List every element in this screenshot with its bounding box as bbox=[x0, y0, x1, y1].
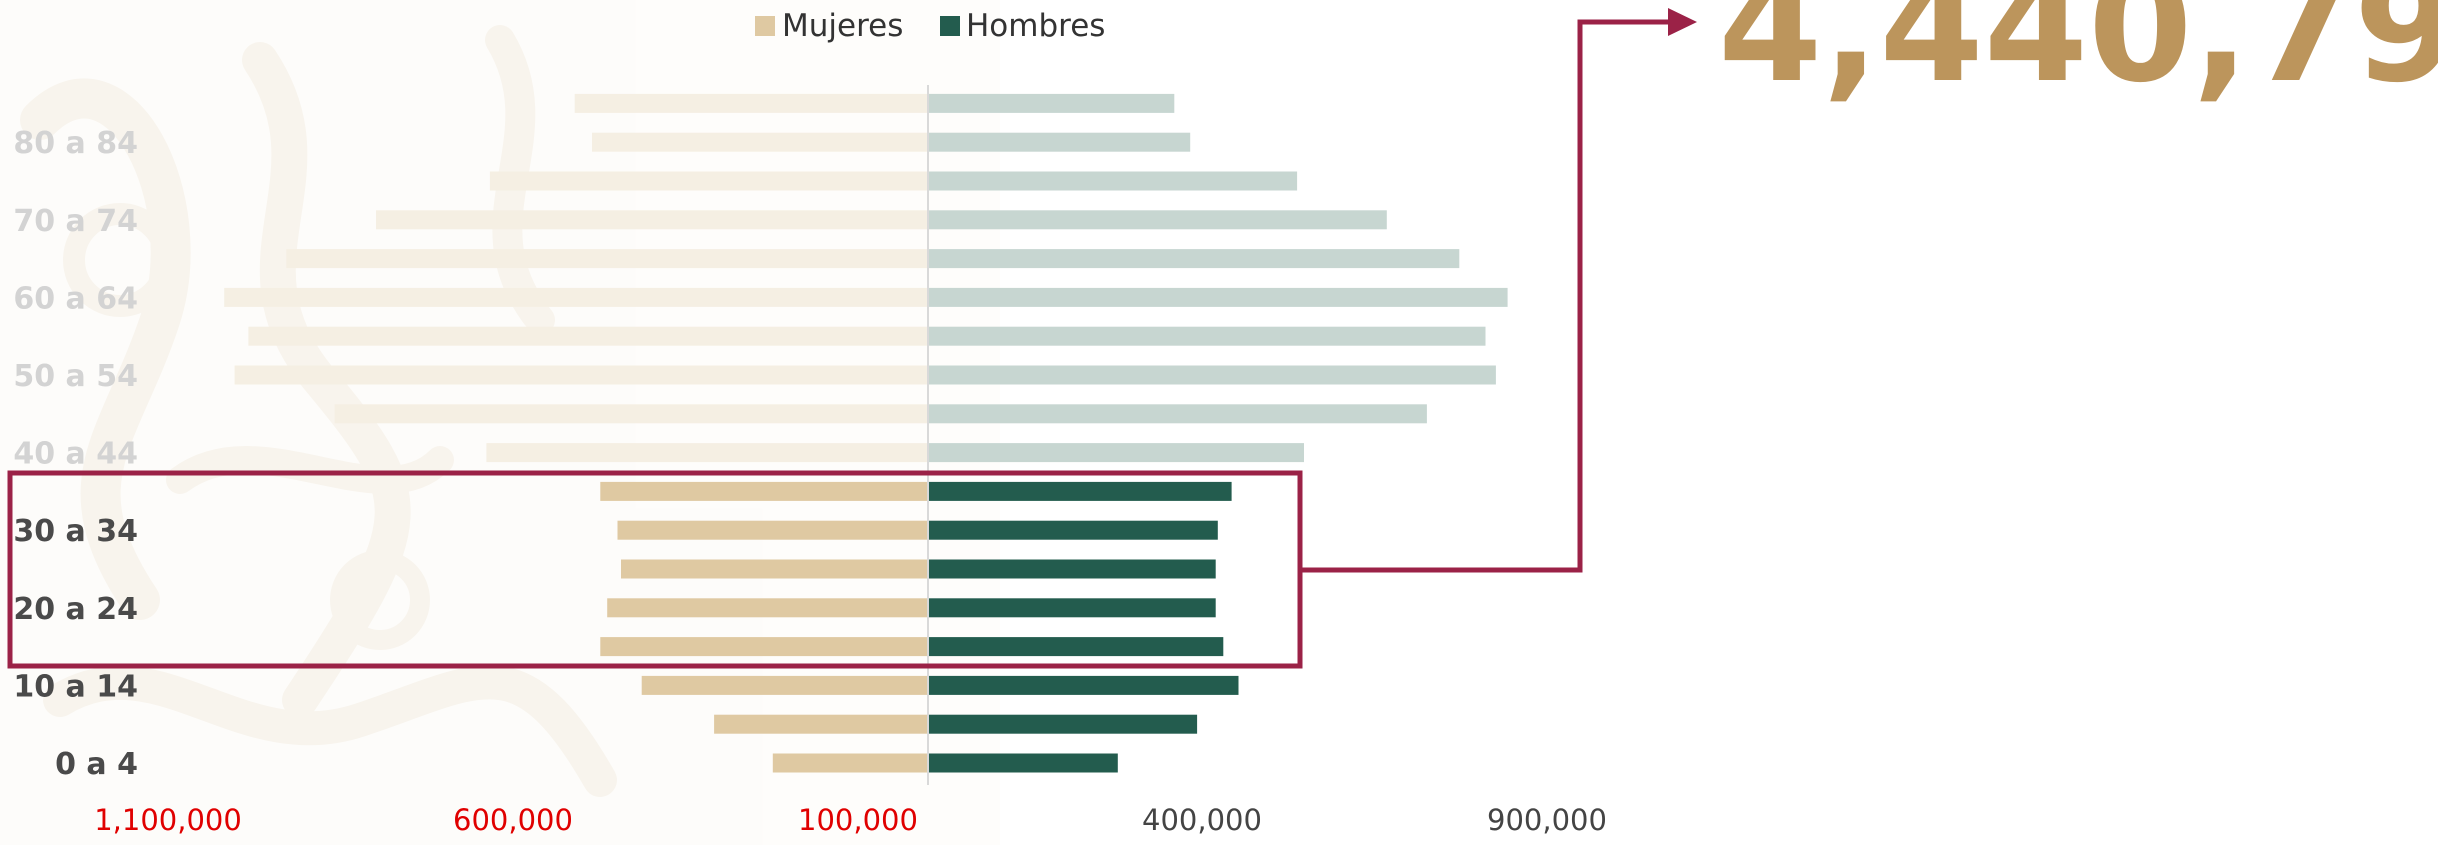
bar-hombres bbox=[928, 520, 1218, 540]
bar-mujeres bbox=[617, 520, 928, 540]
age-group-label: 20 a 24 bbox=[13, 592, 138, 627]
age-group-label: 30 a 34 bbox=[13, 514, 138, 549]
x-tick-label: 900,000 bbox=[1487, 803, 1607, 837]
legend-swatch-mujeres bbox=[755, 16, 775, 36]
bar-hombres bbox=[928, 481, 1232, 501]
arrow-head-icon bbox=[1668, 8, 1697, 36]
bar-mujeres bbox=[592, 132, 928, 152]
bar-hombres bbox=[928, 753, 1118, 773]
bar-mujeres bbox=[607, 598, 928, 618]
bar-mujeres bbox=[376, 210, 928, 230]
bar-hombres bbox=[928, 93, 1175, 113]
age-group-label: 40 a 44 bbox=[13, 437, 138, 472]
age-group-label: 60 a 64 bbox=[13, 281, 138, 316]
series-hombres-bars bbox=[928, 93, 1508, 773]
bar-mujeres bbox=[334, 404, 929, 424]
bar-hombres bbox=[928, 249, 1460, 269]
bar-hombres bbox=[928, 559, 1216, 579]
x-axis-ticks: 1,100,000 600,000 100,000 400,000 900,00… bbox=[94, 803, 1607, 837]
legend-swatch-hombres bbox=[940, 16, 960, 36]
bar-mujeres bbox=[486, 443, 928, 463]
age-group-label: 50 a 54 bbox=[13, 359, 138, 394]
bar-hombres bbox=[928, 637, 1224, 657]
bar-mujeres bbox=[641, 675, 928, 695]
bar-hombres bbox=[928, 210, 1387, 230]
x-tick-label: 600,000 bbox=[453, 803, 573, 837]
legend-label-mujeres: Mujeres bbox=[782, 8, 903, 44]
bar-mujeres bbox=[600, 637, 929, 657]
series-mujeres-bars bbox=[224, 93, 929, 773]
bar-hombres bbox=[928, 675, 1239, 695]
bar-hombres bbox=[928, 365, 1496, 385]
connector-arrow-line bbox=[1300, 19, 1670, 573]
bar-mujeres bbox=[621, 559, 929, 579]
bar-mujeres bbox=[248, 326, 928, 346]
bar-mujeres bbox=[574, 93, 928, 113]
bar-hombres bbox=[928, 443, 1304, 463]
bar-hombres bbox=[928, 326, 1486, 346]
bar-hombres bbox=[928, 714, 1198, 734]
bar-mujeres bbox=[714, 714, 928, 734]
bar-mujeres bbox=[489, 171, 928, 191]
bar-hombres bbox=[928, 598, 1216, 618]
age-group-label: 80 a 84 bbox=[13, 126, 138, 161]
age-group-label: 10 a 14 bbox=[13, 669, 138, 704]
age-group-label: 0 a 4 bbox=[55, 747, 138, 782]
bar-mujeres bbox=[224, 287, 928, 307]
bar-mujeres bbox=[600, 481, 929, 501]
bar-mujeres bbox=[286, 249, 928, 269]
x-tick-label: 400,000 bbox=[1142, 803, 1262, 837]
age-group-label: 70 a 74 bbox=[13, 204, 138, 239]
legend-label-hombres: Hombres bbox=[966, 8, 1105, 44]
x-tick-label: 100,000 bbox=[798, 803, 918, 837]
highlight-total-number: 4,440,791 bbox=[1718, 0, 2438, 116]
age-group-labels: 0 a 4 10 a 14 20 a 24 30 a 34 40 a 44 50 a 54… bbox=[13, 126, 138, 782]
bar-hombres bbox=[928, 404, 1427, 424]
x-tick-label: 1,100,000 bbox=[94, 803, 242, 837]
bar-hombres bbox=[928, 171, 1298, 191]
bar-hombres bbox=[928, 287, 1508, 307]
bar-mujeres bbox=[234, 365, 929, 385]
bar-mujeres bbox=[772, 753, 929, 773]
bar-hombres bbox=[928, 132, 1191, 152]
legend: Mujeres Hombres bbox=[755, 8, 1105, 44]
